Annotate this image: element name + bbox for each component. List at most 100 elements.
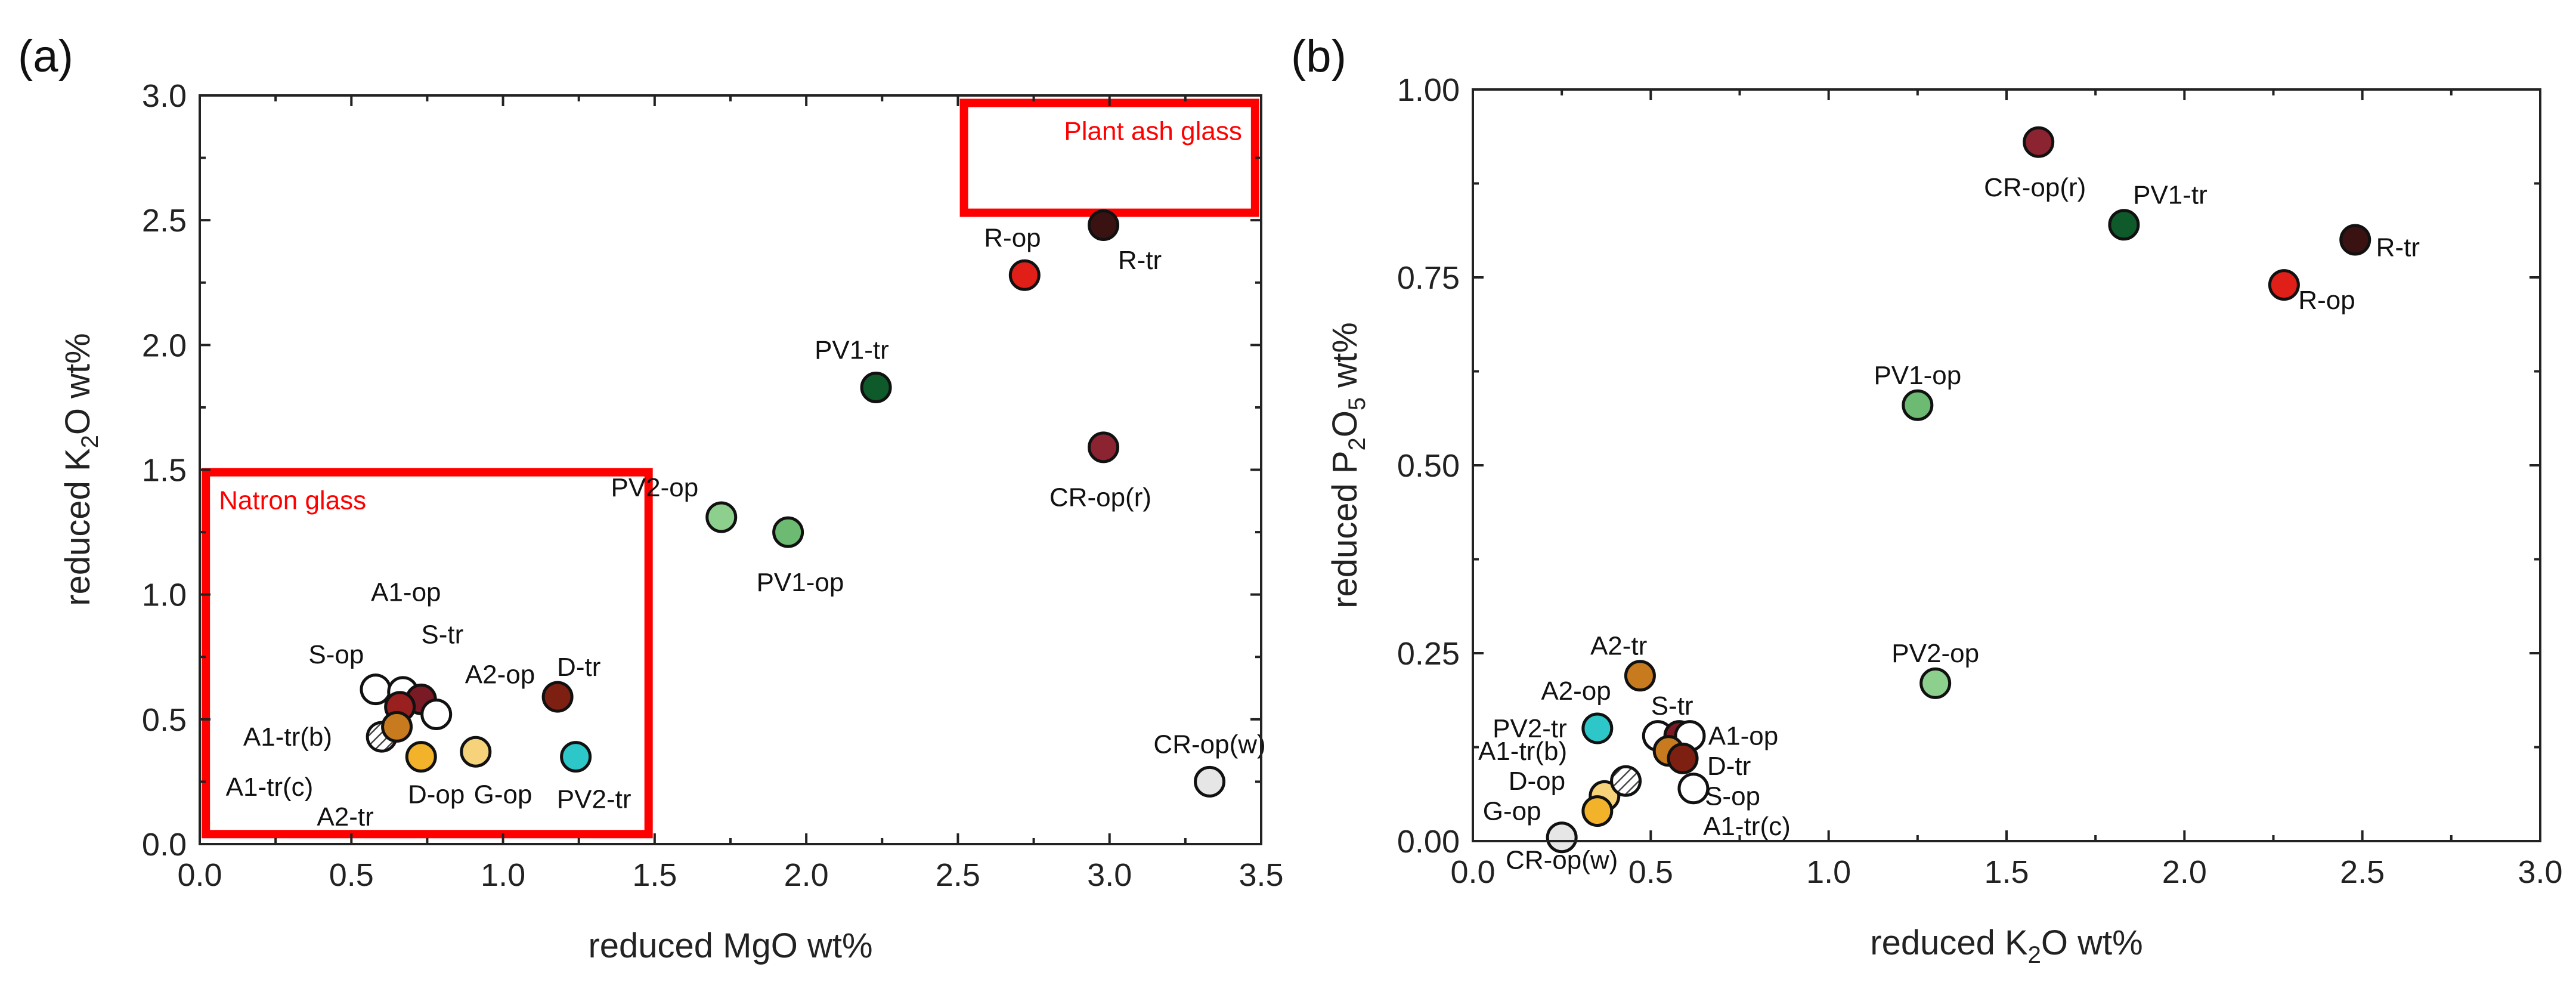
point-label: R-tr [2376,233,2420,262]
point-label: CR-op(w) [1153,730,1265,759]
panel-b-axes: 0.0 0.5 1.0 1.5 2.0 2.5 3.0 0.00 0.25 0.50 0.75 1.0… [1397,72,2563,890]
y-tick-label: 1.5 [142,453,187,489]
point-label: A1-tr(c) [1703,812,1791,841]
point-label: A1-op [371,577,441,607]
y-tick-label: 0.0 [142,827,187,863]
y-tick-label: 0.25 [1397,636,1460,672]
data-point [2268,269,2300,301]
panel-a-axes: 0.0 0.5 1.0 1.5 2.0 2.5 3.0 3.5 0.0 0.5 1.0 1.5 2.0 2… [142,78,1284,893]
point-label: G-op [474,780,532,809]
point-label: A1-tr(c) [226,773,314,802]
x-tick-label: 3.0 [2518,854,2562,890]
panel-b: (b) 0.0 0.5 1.0 1.5 2.0 2.5 3.0 0.00 0.25 0.50 0.7… [1291,31,2563,968]
point-label: D-tr [1707,752,1751,781]
point-label: A1-op [1708,722,1778,751]
point-label: A2-tr [1590,631,1647,660]
data-point [1919,667,1952,699]
y-tick-label: 2.0 [142,327,187,363]
point-label: S-tr [1651,691,1693,721]
data-point [705,501,738,533]
point-label: R-tr [1118,246,1162,275]
point-label: PV1-tr [815,336,889,365]
point-label: A2-op [1541,676,1611,706]
data-point [2339,224,2371,256]
data-point [405,741,437,773]
data-point [2108,209,2140,241]
point-label: G-op [1483,797,1541,826]
data-point [772,516,804,548]
region-label: Natron glass [219,486,366,515]
panel-a: (a) Natron glass Plant ash glass 0.0 0.5 1.… [18,31,1284,965]
data-point [1008,259,1041,291]
panel-a-ylabel: reduced K2O wt% [58,333,103,605]
panel-a-frame [199,94,1262,845]
data-point [420,698,453,730]
x-tick-label: 1.0 [481,857,525,893]
data-point [460,736,492,768]
point-label: PV2-tr [557,785,631,814]
x-tick-label: 0.0 [1450,854,1495,890]
point-label: PV2-tr [1493,714,1567,743]
x-tick-label: 2.0 [784,857,829,893]
y-tick-label: 1.0 [142,577,187,613]
x-tick-label: 1.5 [1984,854,2029,890]
point-label: A2-op [465,660,535,690]
point-label: A2-tr [317,802,373,832]
point-label: CR-op(r) [1984,173,2086,202]
point-label: S-op [1705,781,1760,811]
panel-b-frame [1472,88,2541,842]
data-point [1667,742,1699,774]
point-label: S-tr [421,620,463,650]
data-point [1546,821,1578,854]
data-point [360,673,392,706]
x-tick-label: 1.5 [632,857,677,893]
data-point [1610,765,1642,797]
x-tick-label: 3.5 [1239,857,1283,893]
panel-b-ylabel: reduced P2O5 wt% [1326,322,1370,608]
panel-a-label: (a) [18,31,73,82]
y-tick-label: 0.5 [142,702,187,738]
point-label: S-op [308,640,364,669]
x-tick-label: 2.0 [2162,854,2207,890]
point-label: D-op [408,780,465,809]
panel-b-points [1546,126,2371,854]
point-label: PV2-op [611,473,698,502]
panel-b-xlabel: reduced K2O wt% [1870,923,2142,968]
data-point [541,681,574,713]
point-label: A1-tr(b) [243,722,332,752]
x-tick-label: 0.5 [329,857,374,893]
x-tick-label: 1.0 [1806,854,1851,890]
y-tick-label: 0.75 [1397,260,1460,296]
data-point [1581,795,1614,827]
data-point [1088,209,1120,242]
point-label: D-op [1509,767,1565,796]
data-point [1581,712,1614,744]
region-label: Plant ash glass [1064,117,1241,146]
data-point [2023,126,2055,158]
x-tick-label: 3.0 [1087,857,1132,893]
point-label: CR-op(r) [1049,483,1151,512]
y-tick-label: 3.0 [142,78,187,114]
data-point [860,371,892,403]
panel-b-annotations: CR-op(r) PV1-tr R-tr R-op PV1-op PV2-op A2-tr P… [1478,173,2420,875]
x-tick-label: 2.5 [936,857,980,893]
y-tick-label: 1.00 [1397,72,1460,108]
point-label: A1-tr(b) [1478,737,1567,766]
x-tick-label: 2.5 [2340,854,2385,890]
data-point [381,710,413,743]
panel-a-points [360,209,1226,798]
point-label: PV1-op [1874,361,1961,390]
point-label: PV1-op [757,568,844,597]
panel-b-label: (b) [1291,31,1346,82]
data-point [1902,389,1934,421]
data-point [1194,765,1226,798]
y-tick-label: 0.00 [1397,824,1460,860]
y-tick-label: 2.5 [142,203,187,239]
x-tick-label: 0.5 [1628,854,1673,890]
point-label: R-op [984,223,1041,252]
region-box [202,468,653,839]
data-point [1677,773,1710,805]
panel-a-xlabel: reduced MgO wt% [588,926,872,965]
